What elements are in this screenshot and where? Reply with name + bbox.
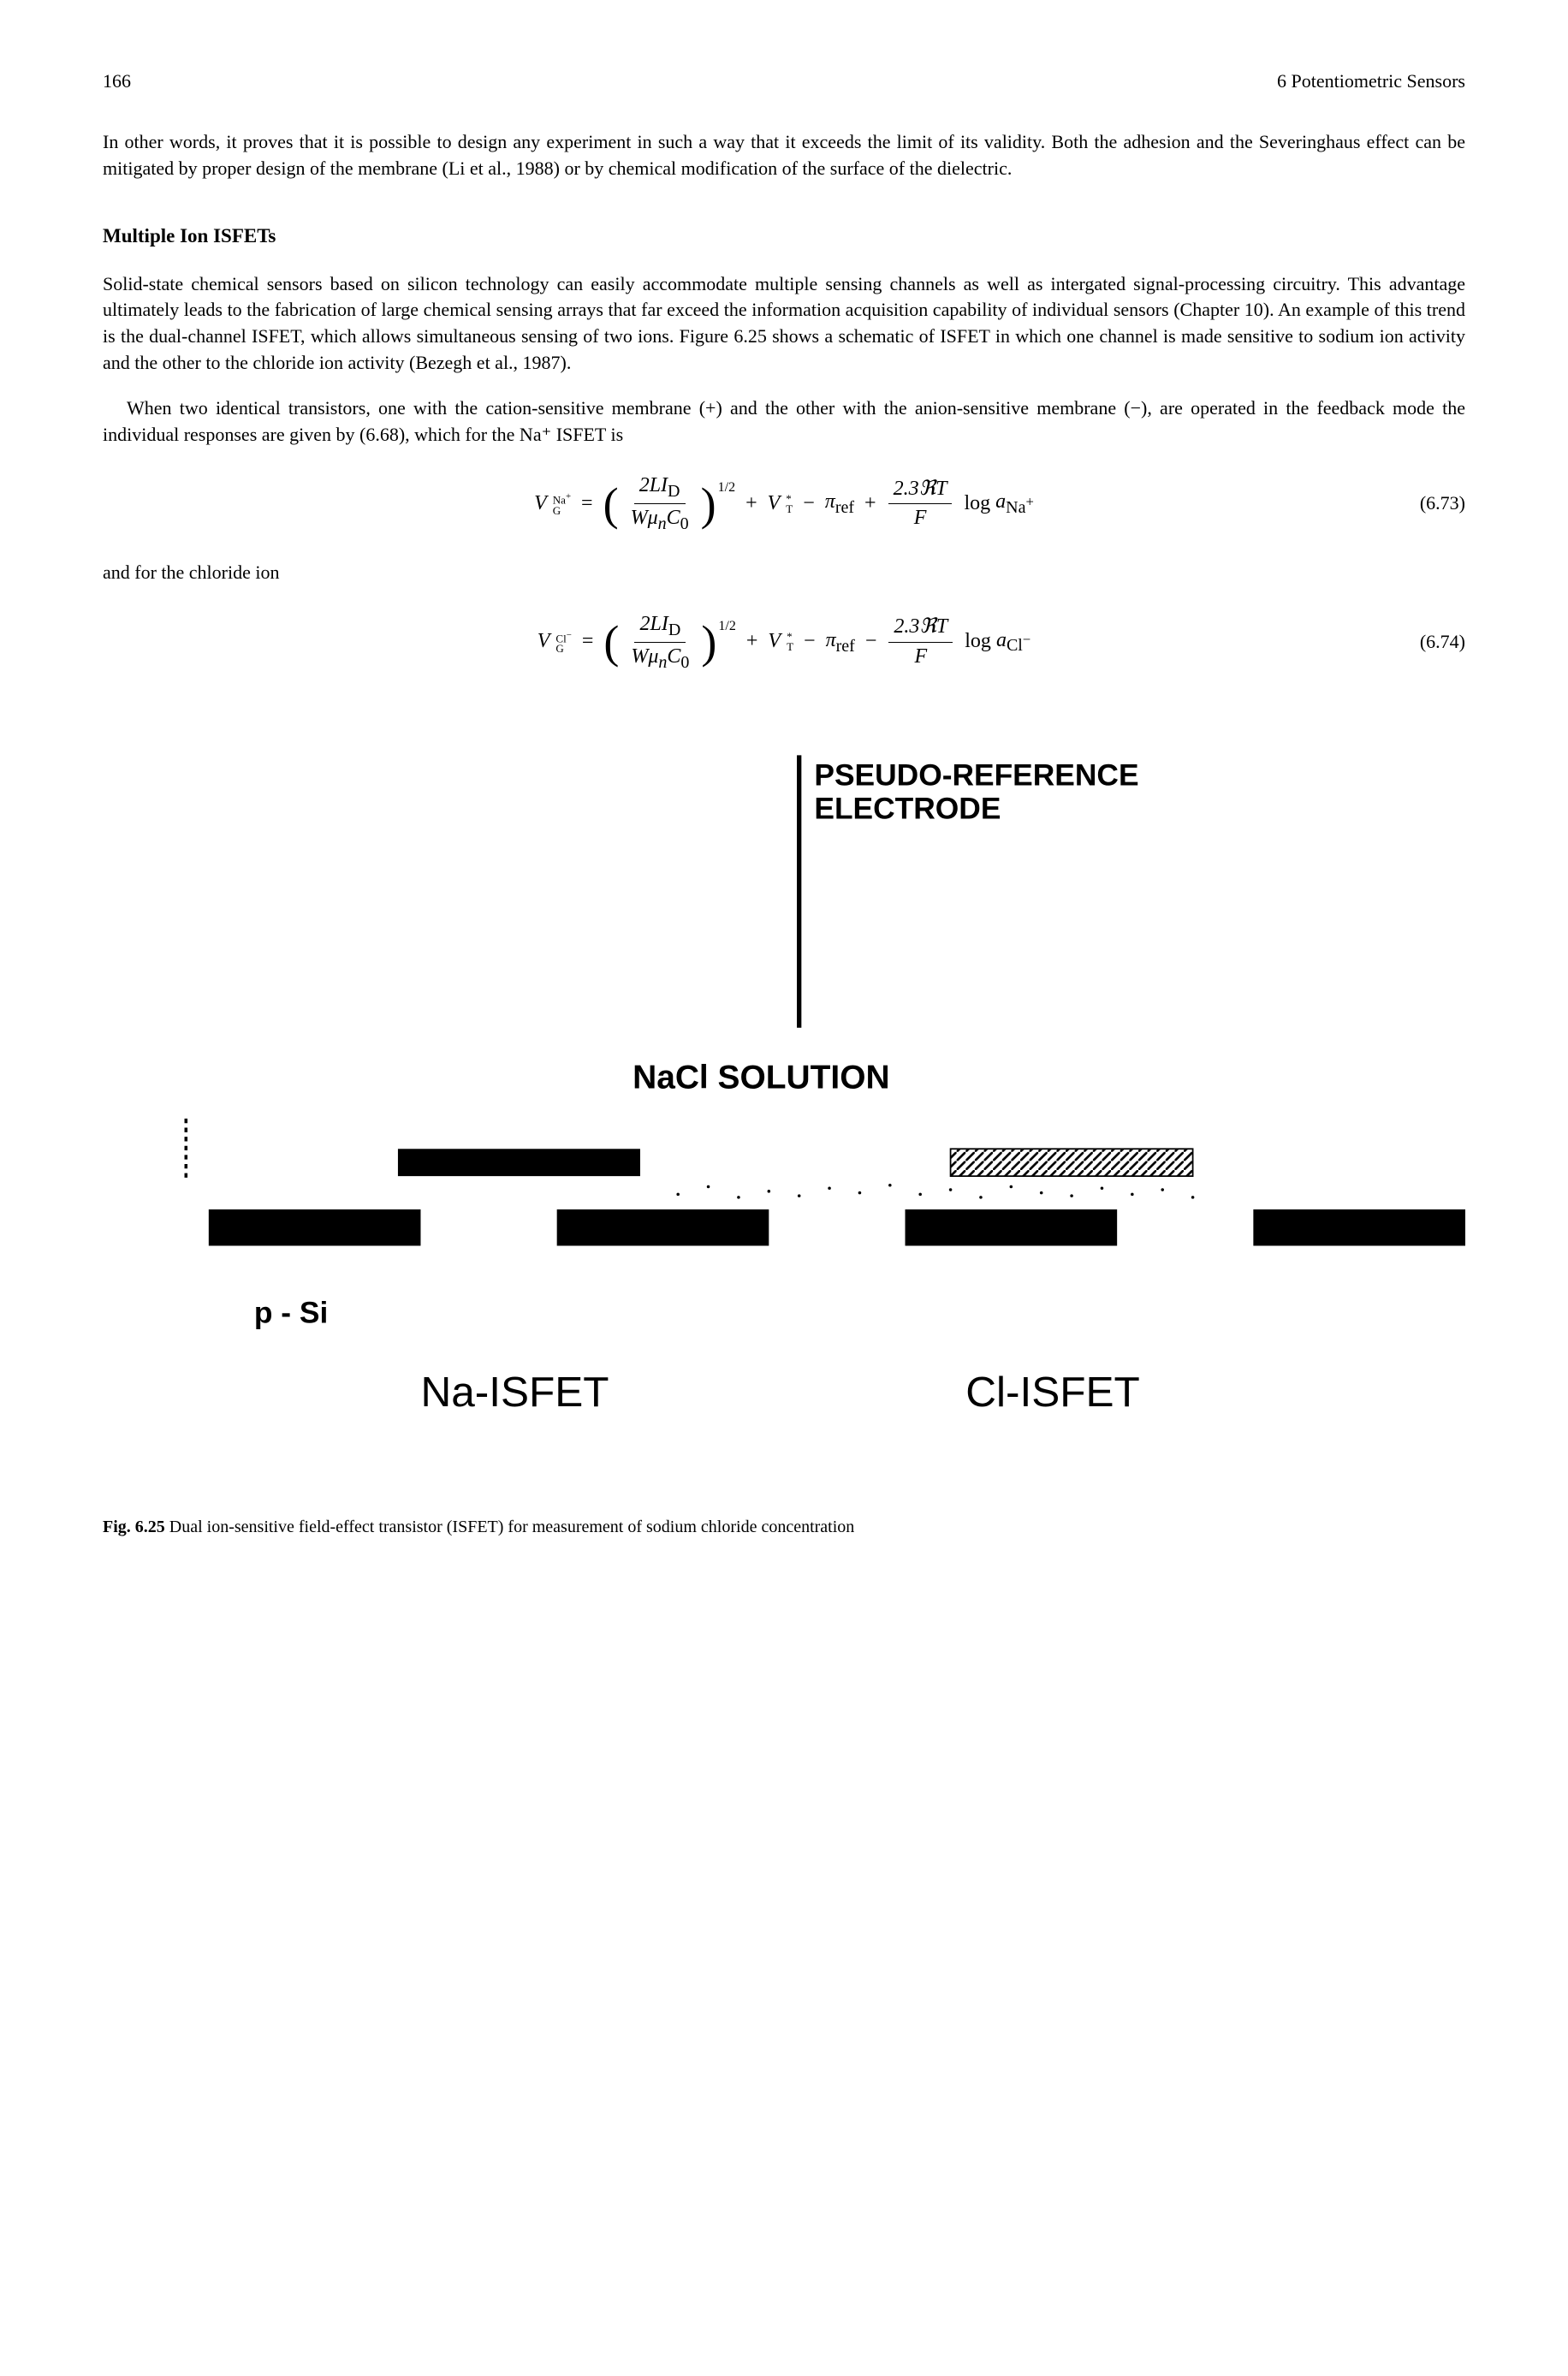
nacl-label: NaCl SOLUTION (633, 1060, 889, 1096)
figure-caption: Fig. 6.25 Dual ion-sensitive field-effec… (103, 1516, 1465, 1539)
cl-isfet-label: Cl-ISFET (965, 1369, 1140, 1416)
electrode-block (557, 1209, 769, 1245)
page-number: 166 (103, 68, 131, 95)
equation-6-74: VCl−G = ( 2LID WμnC0 )1/2 + V*T − πref −… (103, 610, 1465, 674)
intro-paragraph: In other words, it proves that it is pos… (103, 129, 1465, 182)
psi-label: p - Si (254, 1297, 328, 1330)
electrode-block (209, 1209, 421, 1245)
caption-prefix: Fig. 6.25 (103, 1518, 165, 1536)
chapter-label: 6 Potentiometric Sensors (1277, 68, 1465, 95)
electrode-label: ELECTRODE (814, 793, 1001, 826)
electrode-block (1253, 1209, 1465, 1245)
isfet-diagram: PSEUDO-REFERENCE ELECTRODE NaCl SOLUTION (103, 725, 1465, 1482)
pseudo-ref-label: PSEUDO-REFERENCE (814, 759, 1138, 793)
electrode-block (906, 1209, 1118, 1245)
na-isfet-label: Na-ISFET (420, 1369, 609, 1416)
equation-6-73: VNa+G = ( 2LID WμnC0 )1/2 + V*T − πref +… (103, 472, 1465, 536)
body-paragraph-4: and for the chloride ion (103, 560, 1465, 586)
caption-body: Dual ion-sensitive field-effect transist… (165, 1518, 855, 1536)
na-membrane (398, 1149, 640, 1177)
body-paragraph-3: When two identical transistors, one with… (103, 395, 1465, 448)
figure-6-25: PSEUDO-REFERENCE ELECTRODE NaCl SOLUTION (103, 725, 1465, 1538)
body-paragraph-2: Solid-state chemical sensors based on si… (103, 271, 1465, 377)
cl-membrane (951, 1149, 1193, 1177)
equation-number: (6.74) (1420, 629, 1465, 656)
section-title: Multiple Ion ISFETs (103, 223, 1465, 250)
insulator-dots (676, 1184, 1194, 1199)
equation-number: (6.73) (1420, 490, 1465, 517)
page-header: 166 6 Potentiometric Sensors (103, 68, 1465, 95)
